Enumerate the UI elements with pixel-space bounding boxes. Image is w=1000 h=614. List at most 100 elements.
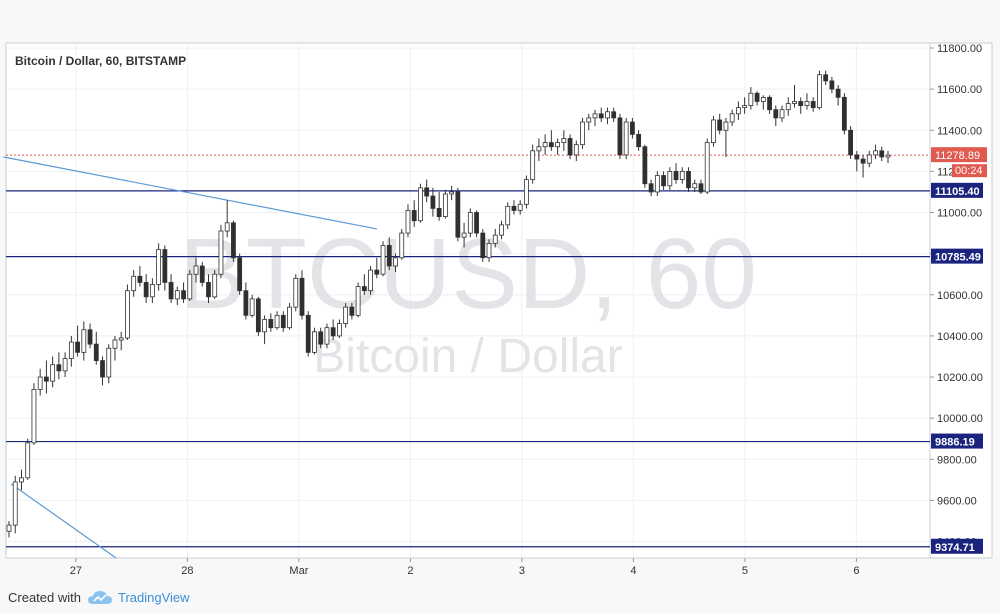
candle[interactable] (711, 115, 716, 147)
candle[interactable] (866, 150, 872, 168)
candle[interactable] (748, 87, 754, 110)
candle[interactable] (156, 243, 162, 291)
candle[interactable] (499, 220, 504, 240)
candle[interactable] (505, 202, 511, 229)
candle[interactable] (779, 105, 785, 123)
candle[interactable] (885, 150, 891, 164)
candle[interactable] (548, 130, 554, 151)
candle[interactable] (474, 210, 479, 238)
candle[interactable] (93, 331, 99, 365)
candle[interactable] (380, 241, 386, 277)
candle[interactable] (44, 360, 49, 394)
candle[interactable] (530, 144, 536, 184)
candle[interactable] (174, 286, 180, 306)
candle[interactable] (598, 107, 604, 123)
candle[interactable] (187, 270, 193, 301)
candle[interactable] (430, 187, 436, 217)
candle[interactable] (299, 270, 305, 320)
candle[interactable] (118, 331, 124, 351)
candle[interactable] (87, 323, 93, 349)
candle[interactable] (268, 313, 274, 332)
candle[interactable] (642, 144, 648, 188)
trendline[interactable] (10, 483, 117, 559)
trendline[interactable] (3, 156, 378, 230)
candle[interactable] (841, 93, 847, 135)
candle[interactable] (785, 97, 791, 116)
candle[interactable] (318, 327, 324, 349)
candle[interactable] (667, 167, 673, 190)
tradingview-cloud-icon[interactable] (87, 590, 113, 609)
candle[interactable] (673, 163, 679, 184)
candle[interactable] (648, 179, 654, 197)
candle[interactable] (56, 352, 62, 380)
candle[interactable] (686, 167, 691, 192)
candle[interactable] (312, 327, 317, 355)
candle[interactable] (580, 117, 585, 149)
candle[interactable] (561, 130, 567, 151)
candle[interactable] (773, 105, 779, 127)
candle[interactable] (25, 438, 31, 480)
candle[interactable] (742, 97, 748, 114)
candle[interactable] (767, 95, 772, 114)
candle[interactable] (50, 356, 56, 388)
candle[interactable] (792, 85, 797, 108)
candle[interactable] (374, 257, 380, 279)
candle[interactable] (19, 469, 24, 491)
candle[interactable] (436, 191, 442, 221)
candle[interactable] (361, 274, 367, 295)
candle[interactable] (511, 200, 517, 215)
candle[interactable] (137, 265, 143, 287)
candle[interactable] (337, 319, 342, 338)
candle[interactable] (249, 294, 255, 318)
candle[interactable] (393, 253, 398, 273)
candle[interactable] (324, 323, 330, 349)
candle[interactable] (218, 224, 224, 279)
candle[interactable] (224, 200, 230, 238)
candle[interactable] (723, 117, 729, 157)
candle[interactable] (330, 319, 336, 341)
candle[interactable] (735, 101, 741, 120)
tradingview-brand-link[interactable]: TradingView (118, 590, 190, 605)
candle[interactable] (293, 274, 299, 312)
candle[interactable] (12, 475, 18, 534)
candle[interactable] (424, 179, 430, 203)
candle[interactable] (729, 109, 735, 127)
candle[interactable] (343, 303, 349, 328)
candle[interactable] (449, 185, 455, 201)
candle[interactable] (162, 245, 168, 291)
candle[interactable] (823, 70, 829, 86)
chart-pane[interactable] (5, 42, 931, 559)
candle[interactable] (399, 228, 405, 260)
candle[interactable] (212, 270, 218, 299)
candle[interactable] (193, 257, 199, 283)
candle[interactable] (586, 113, 592, 131)
candle[interactable] (879, 146, 885, 162)
candle[interactable] (100, 356, 105, 386)
candle[interactable] (181, 282, 186, 304)
candle[interactable] (804, 93, 810, 110)
candle[interactable] (542, 134, 548, 155)
candle[interactable] (106, 344, 112, 384)
candle[interactable] (199, 261, 205, 287)
candle[interactable] (798, 97, 804, 114)
candle[interactable] (605, 107, 610, 125)
candle[interactable] (467, 208, 473, 238)
candle[interactable] (81, 321, 87, 361)
candle[interactable] (231, 220, 236, 262)
candle[interactable] (704, 138, 710, 195)
candle[interactable] (6, 520, 12, 538)
candle[interactable] (287, 303, 292, 330)
candle[interactable] (368, 265, 373, 295)
candle[interactable] (617, 113, 623, 160)
candle[interactable] (75, 325, 80, 357)
candle[interactable] (386, 237, 392, 271)
candle[interactable] (262, 315, 267, 345)
candle[interactable] (305, 311, 311, 357)
candle[interactable] (143, 274, 149, 304)
candle[interactable] (206, 274, 211, 304)
candle[interactable] (37, 368, 43, 396)
candle[interactable] (630, 117, 635, 139)
candle[interactable] (829, 76, 835, 94)
candle[interactable] (255, 296, 261, 336)
candle[interactable] (125, 284, 130, 341)
